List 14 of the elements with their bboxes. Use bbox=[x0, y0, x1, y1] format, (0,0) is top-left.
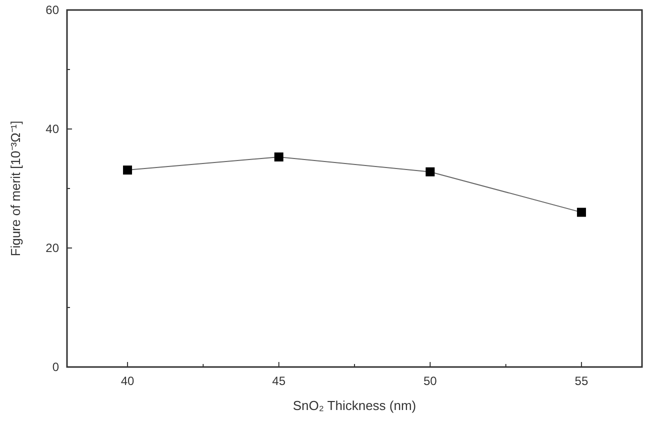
x-axis-title: SnO₂ Thickness (nm) bbox=[292, 398, 416, 413]
point bbox=[123, 166, 132, 175]
y-tick-label: 0 bbox=[52, 360, 60, 374]
x-tick-label: 50 bbox=[423, 374, 438, 388]
point bbox=[576, 208, 586, 217]
point bbox=[274, 152, 284, 162]
point bbox=[426, 167, 435, 176]
x-tick-label: 45 bbox=[272, 374, 286, 388]
y-tick-label: 40 bbox=[46, 122, 60, 136]
x-tick-label: 40 bbox=[120, 374, 135, 388]
y-tick-label: 20 bbox=[46, 241, 60, 255]
x-tick-label: 55 bbox=[574, 374, 588, 388]
y-tick-label: 60 bbox=[46, 3, 60, 17]
y-axis-title: Figure of merit [10⁻³Ω⁻¹] bbox=[8, 120, 23, 256]
